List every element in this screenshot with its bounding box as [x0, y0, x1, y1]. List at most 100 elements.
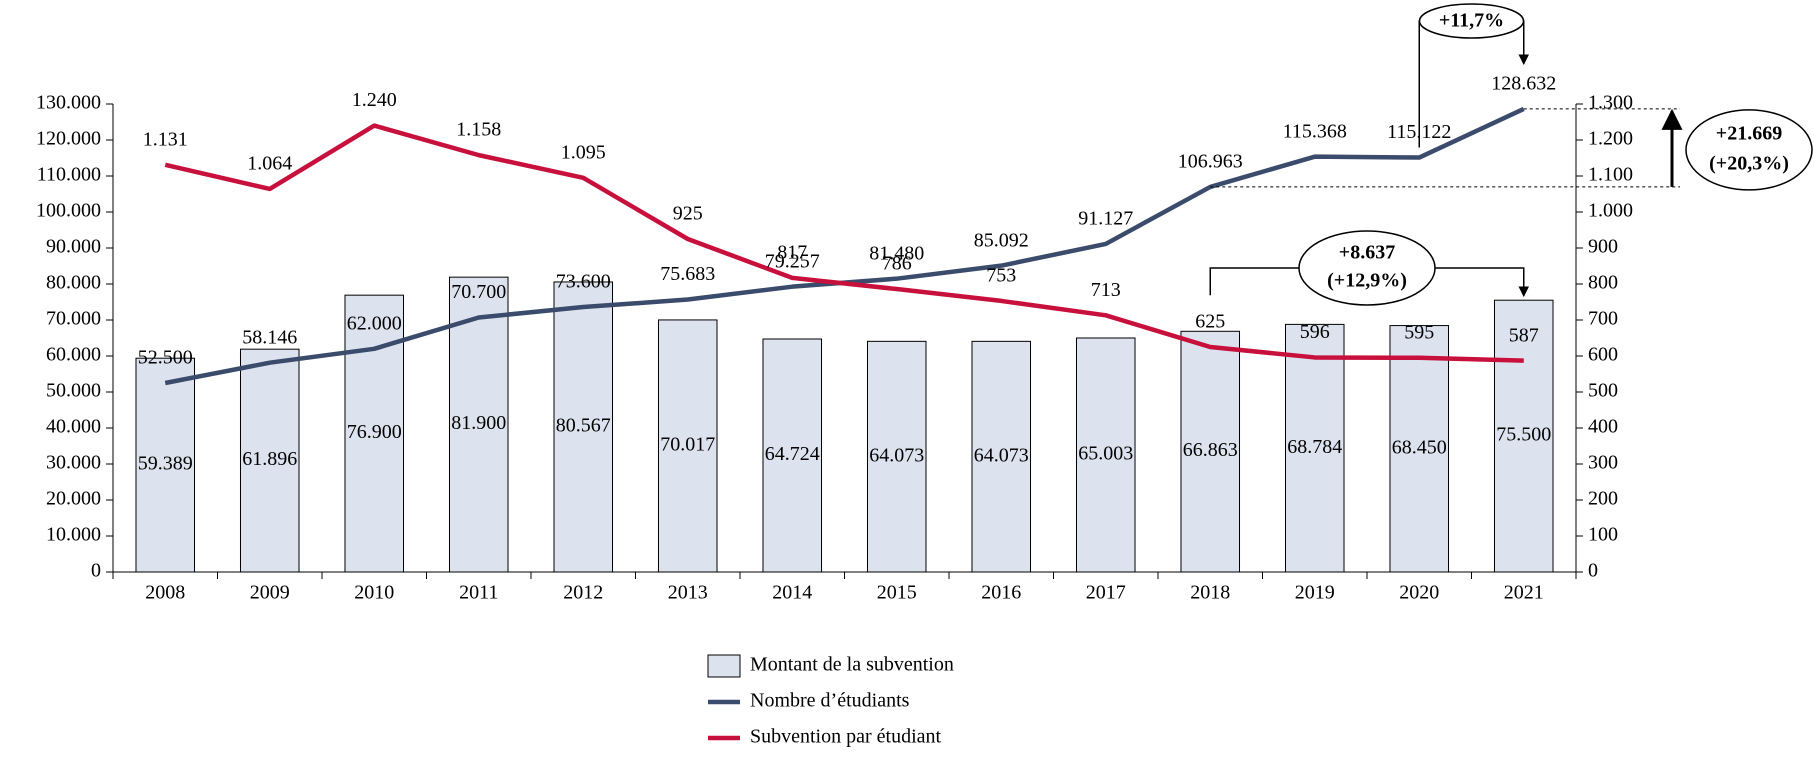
x-tick-label: 2010	[354, 582, 394, 604]
x-tick-label: 2019	[1295, 582, 1335, 604]
y-tick-label: 130.000	[36, 92, 101, 114]
y2-tick-label: 800	[1588, 272, 1618, 294]
annotation-bubble	[1298, 230, 1436, 306]
line-value-label: 52.500	[138, 347, 193, 369]
y-tick-label: 10.000	[46, 524, 101, 546]
line-value-label: 713	[1091, 279, 1121, 301]
y-tick-label: 110.000	[37, 164, 101, 186]
y-tick-label: 0	[91, 560, 101, 582]
x-tick-label: 2011	[459, 582, 498, 604]
line-value-label: 106.963	[1178, 151, 1243, 173]
y2-tick-label: 700	[1588, 308, 1618, 330]
x-tick-label: 2014	[772, 582, 812, 604]
x-tick-label: 2013	[668, 582, 708, 604]
line-value-label: 817	[777, 241, 807, 263]
y2-tick-label: 100	[1588, 524, 1618, 546]
bar	[448, 276, 509, 573]
line-value-label: 925	[673, 203, 703, 225]
y2-tick-label: 500	[1588, 380, 1618, 402]
annotation: +11,7%	[1439, 10, 1504, 32]
line-value-label: 1.240	[352, 89, 397, 111]
annotation: +21.669	[1716, 123, 1782, 145]
bar	[762, 338, 823, 573]
x-tick-label: 2018	[1190, 582, 1230, 604]
bar	[1493, 299, 1554, 573]
y2-tick-label: 900	[1588, 236, 1618, 258]
bar	[239, 348, 300, 573]
y-tick-label: 60.000	[46, 344, 101, 366]
line-value-label: 1.095	[561, 141, 606, 163]
y2-tick-label: 200	[1588, 488, 1618, 510]
bar-value-label: 64.073	[869, 444, 924, 466]
x-tick-label: 2021	[1504, 582, 1544, 604]
line-value-label: 587	[1509, 324, 1539, 346]
y-tick-label: 30.000	[46, 452, 101, 474]
bar	[1284, 323, 1345, 573]
annotation-bubble	[1418, 3, 1525, 39]
line-value-label: 85.092	[974, 229, 1029, 251]
line-value-label: 91.127	[1078, 208, 1133, 230]
bar-value-label: 76.900	[347, 421, 402, 443]
line-value-label: 115.368	[1283, 120, 1347, 142]
bar-value-label: 59.389	[138, 453, 193, 475]
line-value-label: 596	[1300, 321, 1330, 343]
legend-label: Subvention par étudiant	[750, 726, 942, 748]
line	[164, 123, 1524, 363]
bar	[553, 281, 614, 573]
bar-value-label: 64.724	[765, 443, 820, 465]
bar	[1180, 330, 1241, 573]
line-value-label: 128.632	[1491, 73, 1556, 95]
x-tick-label: 2017	[1086, 582, 1126, 604]
bar-value-label: 61.896	[242, 448, 297, 470]
legend-label: Montant de la subvention	[750, 654, 954, 676]
line-value-label: 1.158	[456, 119, 501, 141]
line-value-label: 1.131	[143, 128, 188, 150]
annotation-bubble	[1685, 109, 1813, 191]
legend-swatch	[707, 654, 741, 678]
bar	[1389, 325, 1450, 573]
annotation: +8.637	[1339, 242, 1395, 264]
y-tick-label: 50.000	[46, 380, 101, 402]
y2-tick-label: 400	[1588, 416, 1618, 438]
y-tick-label: 40.000	[46, 416, 101, 438]
line-value-label: 625	[1195, 311, 1225, 333]
x-tick-label: 2009	[250, 582, 290, 604]
bar	[1075, 337, 1136, 573]
annotation: (+20,3%)	[1709, 153, 1789, 175]
x-tick-label: 2016	[981, 582, 1021, 604]
bar-value-label: 75.500	[1496, 424, 1551, 446]
y-tick-label: 80.000	[46, 272, 101, 294]
y2-tick-label: 300	[1588, 452, 1618, 474]
y-tick-label: 70.000	[46, 308, 101, 330]
bar-value-label: 70.017	[660, 434, 715, 456]
y-tick-label: 20.000	[46, 488, 101, 510]
x-tick-label: 2008	[145, 582, 185, 604]
y-tick-label: 90.000	[46, 236, 101, 258]
line-value-label: 786	[882, 253, 912, 275]
y-tick-label: 100.000	[36, 200, 101, 222]
line-value-label: 70.700	[451, 281, 506, 303]
line-value-label: 79.257	[765, 250, 820, 272]
bar-value-label: 64.073	[974, 444, 1029, 466]
y2-tick-label: 1.100	[1588, 164, 1633, 186]
line-value-label: 73.600	[556, 271, 611, 293]
bar-value-label: 68.450	[1392, 436, 1447, 458]
line-value-label: 1.064	[247, 153, 292, 175]
bar-value-label: 80.567	[556, 415, 611, 437]
bar	[135, 357, 196, 573]
y2-tick-label: 0	[1588, 560, 1598, 582]
bar	[657, 319, 718, 573]
bar-value-label: 81.900	[451, 412, 506, 434]
x-tick-label: 2012	[563, 582, 603, 604]
y2-tick-label: 600	[1588, 344, 1618, 366]
bar	[866, 340, 927, 573]
line-value-label: 753	[986, 265, 1016, 287]
y-tick-label: 120.000	[36, 128, 101, 150]
bar	[971, 340, 1032, 573]
y2-tick-label: 1.300	[1588, 92, 1633, 114]
line-value-label: 62.000	[347, 312, 402, 334]
bar-value-label: 68.784	[1287, 436, 1342, 458]
line-value-label: 75.683	[660, 263, 715, 285]
bar-value-label: 66.863	[1183, 439, 1238, 461]
